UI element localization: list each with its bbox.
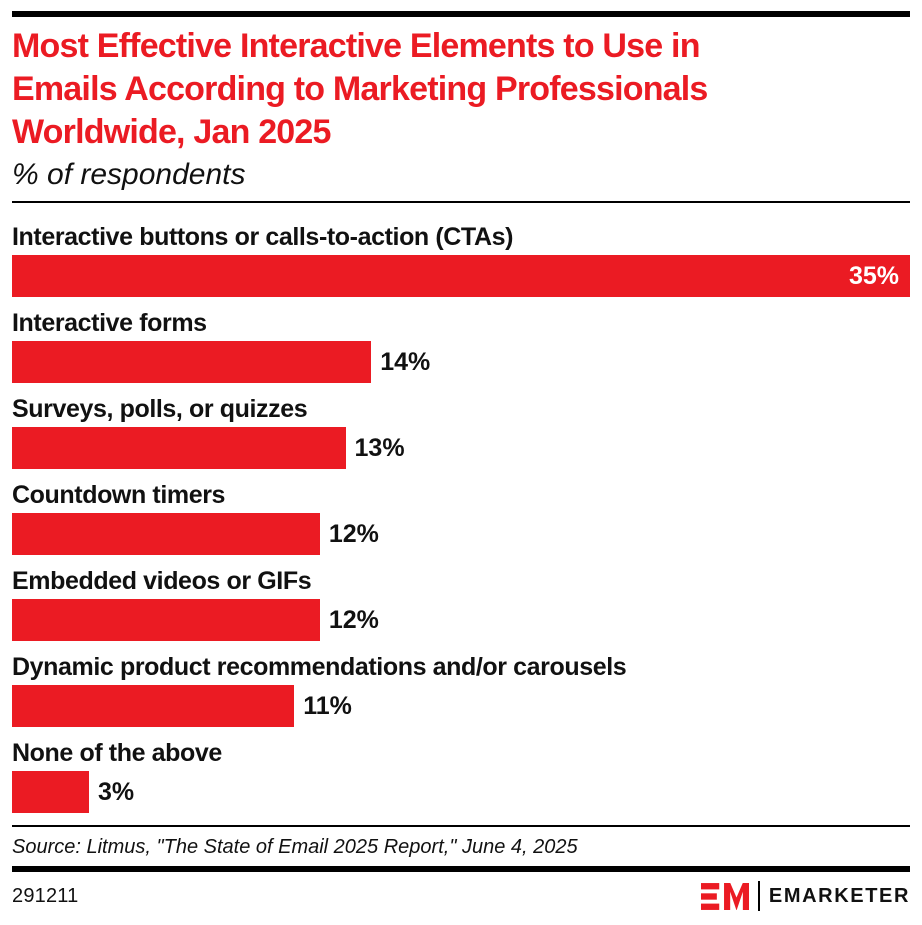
bar-track: 12% — [12, 599, 910, 641]
bar — [12, 685, 295, 727]
bar-track: 12% — [12, 513, 910, 555]
footer-row: 291211 EMARKETER — [12, 881, 910, 911]
chart-title-line-2: Emails According to Marketing Profession… — [12, 70, 708, 108]
bar-row: Dynamic product recommendations and/or c… — [12, 652, 910, 727]
bar-value-label: 13% — [354, 433, 405, 462]
chart-title-line-3: Worldwide, Jan 2025 — [12, 113, 331, 151]
bar-category-label: Surveys, polls, or quizzes — [12, 395, 308, 423]
bar — [12, 599, 320, 641]
bar-value-label: 14% — [380, 347, 431, 376]
bar — [12, 255, 910, 297]
bar-chart: Interactive buttons or calls-to-action (… — [12, 203, 910, 813]
bar-value-label: 12% — [328, 605, 379, 634]
bar-value-label: 35% — [848, 261, 899, 290]
emarketer-logo-mark-icon — [700, 882, 749, 910]
bar — [12, 427, 346, 469]
bar-row: Surveys, polls, or quizzes 13% — [12, 394, 910, 469]
emarketer-logo-text: EMARKETER — [768, 884, 910, 907]
bar-row: Countdown timers 12% — [12, 480, 910, 555]
top-rule — [12, 11, 910, 17]
bar-category-label: Embedded videos or GIFs — [12, 567, 312, 595]
footer-divider — [12, 866, 910, 872]
logo-divider — [757, 881, 760, 911]
bar-value-label: 12% — [328, 519, 379, 548]
bar-row: Interactive forms 14% — [12, 308, 910, 383]
bar-category-label: Interactive forms — [12, 309, 207, 337]
bar — [12, 513, 320, 555]
chart-title-line-1: Most Effective Interactive Elements to U… — [12, 27, 700, 65]
chart-title: Most Effective Interactive Elements to U… — [12, 25, 910, 154]
bar-value-label: 11% — [303, 691, 352, 720]
bar-category-label: Dynamic product recommendations and/or c… — [12, 653, 627, 681]
chart-subtitle: % of respondents — [12, 158, 246, 191]
bar-track: 14% — [12, 341, 910, 383]
source-divider — [12, 825, 910, 827]
bar-row: None of the above 3% — [12, 738, 910, 813]
bar-row: Interactive buttons or calls-to-action (… — [12, 222, 910, 297]
bar — [12, 771, 89, 813]
bar — [12, 341, 372, 383]
bar-track: 13% — [12, 427, 910, 469]
bar-track: 35% — [12, 255, 910, 297]
bar-track: 3% — [12, 771, 910, 813]
header-divider — [12, 201, 910, 203]
chart-id: 291211 — [12, 884, 79, 907]
bar-row: Embedded videos or GIFs 12% — [12, 566, 910, 641]
source-note: Source: Litmus, "The State of Email 2025… — [12, 836, 578, 858]
bar-category-label: None of the above — [12, 739, 222, 767]
bar-category-label: Countdown timers — [12, 481, 226, 509]
bar-category-label: Interactive buttons or calls-to-action (… — [12, 223, 514, 251]
bar-value-label: 3% — [97, 777, 135, 806]
emarketer-logo: EMARKETER — [700, 881, 910, 911]
bar-track: 11% — [12, 685, 910, 727]
